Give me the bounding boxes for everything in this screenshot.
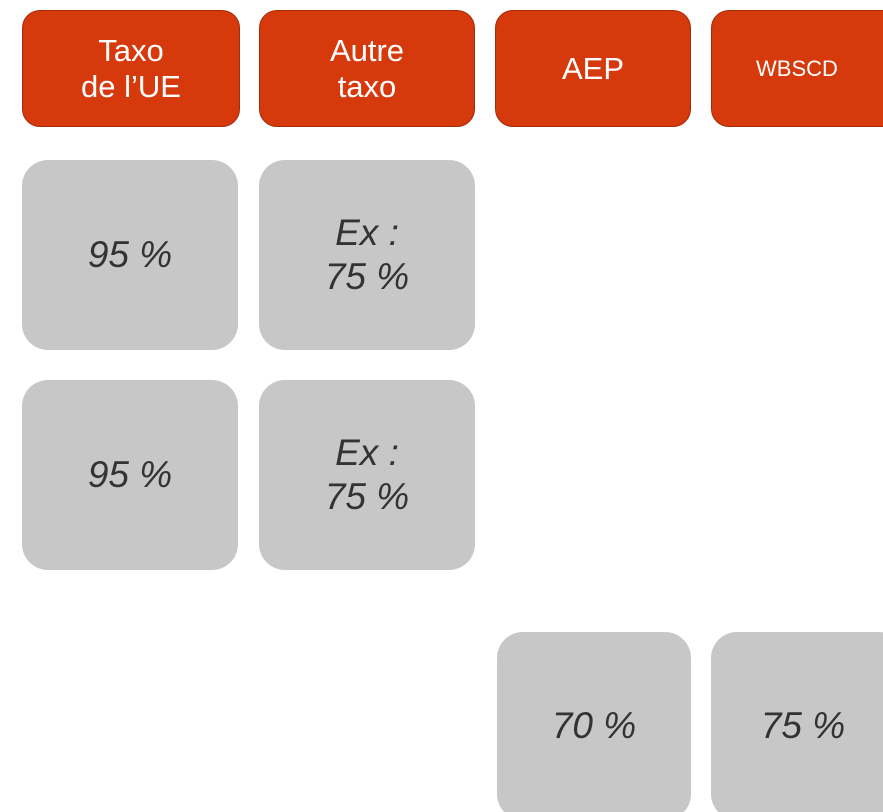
cell: Ex : 75 %: [259, 380, 475, 570]
header-line: WBSCD: [756, 55, 838, 81]
cell: 70 %: [497, 632, 691, 812]
header: WBSCD: [711, 10, 883, 127]
header-line: Taxo: [98, 32, 164, 68]
cell-line: 95 %: [87, 454, 173, 495]
header-line: de l’UE: [81, 68, 181, 104]
header-line: Autre: [329, 32, 405, 68]
cell-line: 75 %: [760, 705, 846, 746]
cell-line: 75 %: [324, 256, 410, 297]
cell: 75 %: [711, 632, 883, 812]
cell-line: 75 %: [324, 476, 410, 517]
header-line: taxo: [337, 68, 397, 104]
header: Autre taxo: [259, 10, 475, 127]
header: Taxo de l’UE: [22, 10, 240, 127]
header-line: AEP: [561, 50, 625, 86]
cell: 95 %: [22, 160, 238, 350]
header: AEP: [495, 10, 691, 127]
cell-line: 70 %: [551, 705, 637, 746]
cell: Ex : 75 %: [259, 160, 475, 350]
cell-line: Ex :: [335, 212, 399, 253]
cell-line: Ex :: [335, 432, 399, 473]
cell: 95 %: [22, 380, 238, 570]
cell-line: 95 %: [87, 234, 173, 275]
